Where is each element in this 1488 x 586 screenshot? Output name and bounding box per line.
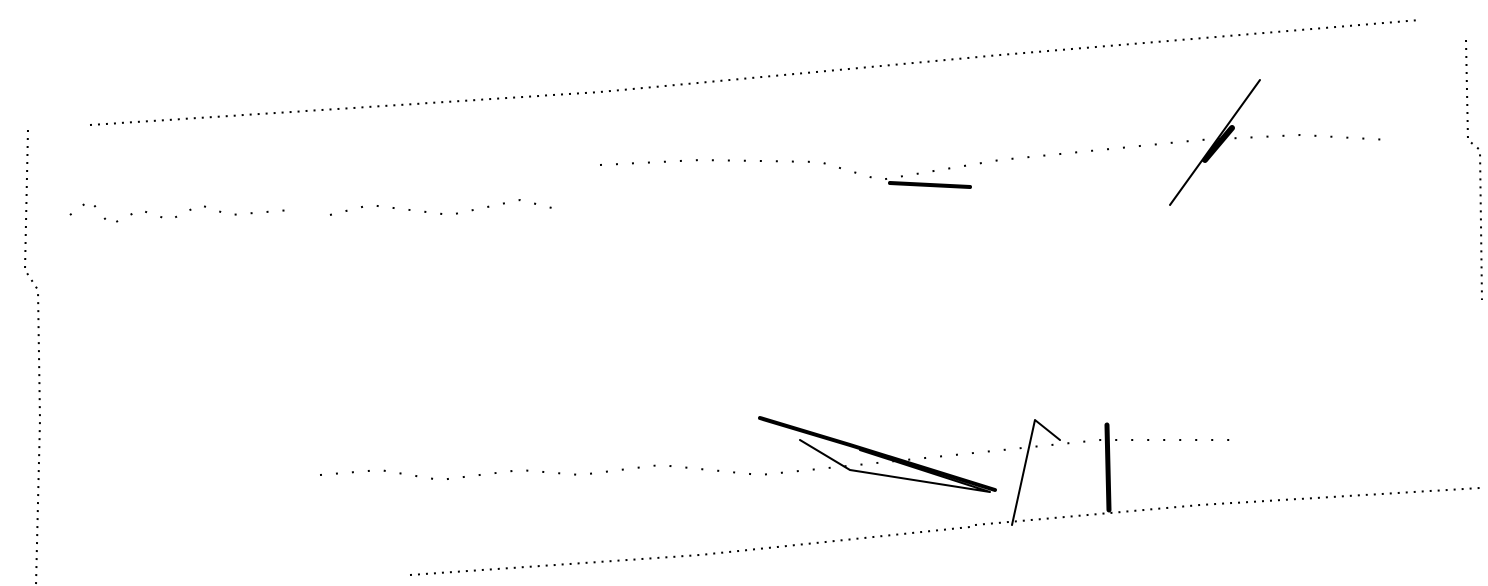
zigzag-upper: [758, 416, 997, 492]
glyph-row-top: [599, 133, 1391, 182]
vertical-stroke: [1104, 422, 1112, 513]
glyph-row-bottom: [319, 439, 1230, 482]
diagonal-thick: [1202, 125, 1235, 163]
faint-glyphs: [69, 133, 1391, 482]
dark-strokes: [758, 79, 1261, 526]
peak-stroke: [1011, 419, 1061, 526]
horizontal-stroke: [888, 181, 972, 189]
zigzag-lower: [799, 439, 991, 493]
frame-bottom-left: [409, 526, 971, 576]
diagonal-stroke: [1169, 79, 1261, 206]
frame-bottom-right: [974, 487, 1481, 526]
dotted-frame: [23, 19, 1483, 586]
